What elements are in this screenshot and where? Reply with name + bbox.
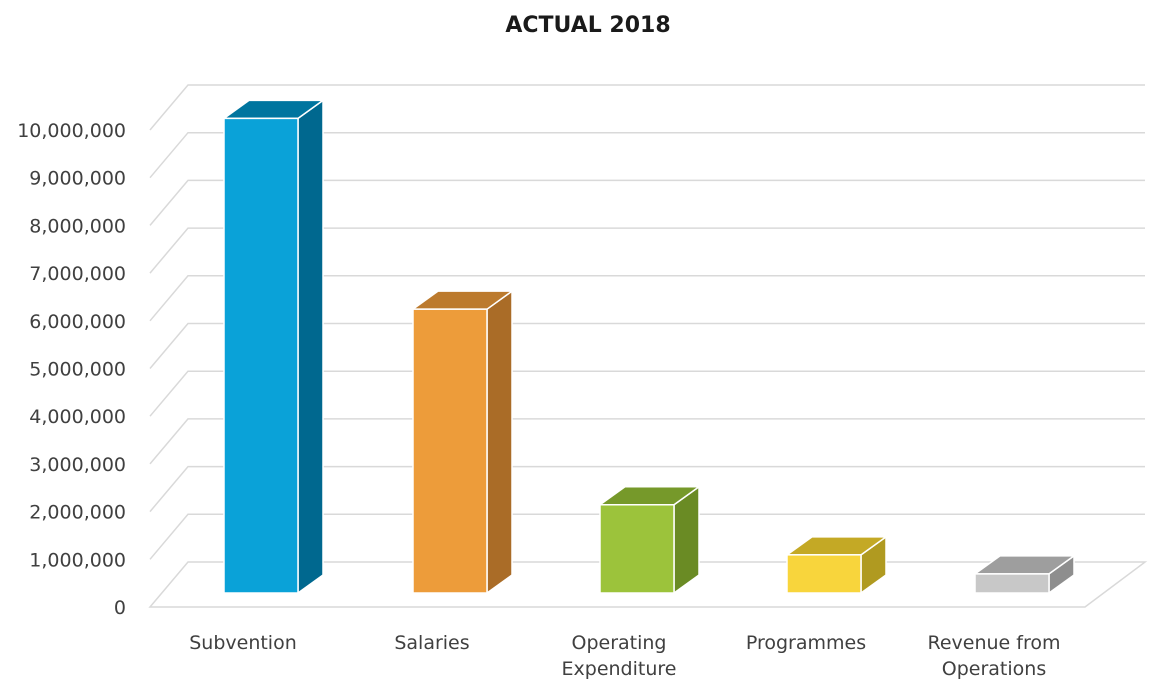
gridline: [149, 418, 1145, 465]
x-tick-label: Subvention: [189, 632, 297, 654]
gridline: [149, 513, 1145, 560]
y-tick-label: 10,000,000: [17, 120, 126, 142]
y-tick-label: 3,000,000: [29, 454, 126, 476]
bar-front: [786, 554, 862, 594]
bar-side: [486, 289, 513, 595]
y-axis-ticks: 0 1,000,000 2,000,000 3,000,000 4,000,000 5,0…: [17, 120, 126, 619]
gridline: [149, 227, 1145, 274]
x-tick-label: Salaries: [394, 632, 469, 654]
bar: [597, 485, 702, 595]
gridline: [149, 370, 1145, 417]
gridline: [149, 322, 1145, 369]
y-tick-label: 8,000,000: [29, 215, 126, 237]
x-axis-labels: Subvention Salaries Operating Expenditure Pr…: [189, 632, 1060, 680]
gridlines: [149, 84, 1145, 560]
bar-front: [974, 573, 1050, 594]
gridline: [149, 179, 1145, 226]
gridline: [149, 465, 1145, 513]
y-tick-label: 4,000,000: [29, 406, 126, 428]
y-tick-label: 0: [114, 597, 126, 619]
y-tick-label: 2,000,000: [29, 502, 126, 524]
bar: [221, 98, 326, 595]
bar: [784, 535, 889, 595]
gridline: [149, 84, 1145, 131]
chart-title: ACTUAL 2018: [505, 13, 670, 38]
y-tick-label: 1,000,000: [29, 549, 126, 571]
y-tick-label: 6,000,000: [29, 311, 126, 333]
bar-front: [223, 117, 299, 594]
bar-front: [412, 308, 488, 594]
bar: [410, 289, 515, 595]
y-tick-label: 5,000,000: [29, 359, 126, 381]
bar-side: [297, 98, 324, 595]
y-tick-label: 7,000,000: [29, 263, 126, 285]
gridline: [149, 275, 1145, 322]
bar-front: [599, 504, 675, 594]
y-tick-label: 9,000,000: [29, 168, 126, 190]
bars: [221, 98, 1077, 595]
x-tick-label: Programmes: [746, 632, 866, 654]
bar: [972, 554, 1077, 595]
x-tick-label: Revenue from Operations: [928, 632, 1061, 680]
gridline: [149, 131, 1145, 179]
x-tick-label: Operating Expenditure: [562, 632, 677, 680]
